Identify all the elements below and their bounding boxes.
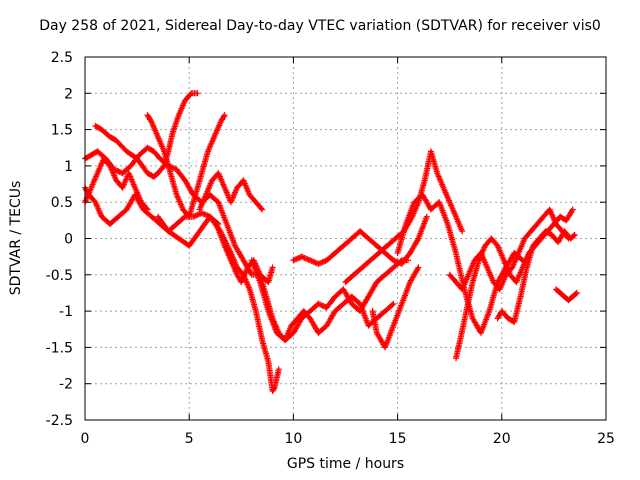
y-tick-label: -1.5 (46, 340, 73, 356)
series-markers (154, 213, 282, 394)
series-track-6 (154, 213, 282, 394)
series-track-15 (446, 206, 572, 293)
series-markers (144, 112, 228, 220)
series-markers (553, 286, 580, 304)
y-tick-label: -2.5 (46, 413, 73, 429)
series-track-9 (248, 257, 411, 344)
series-markers (446, 206, 572, 293)
y-tick-label: 2 (64, 86, 73, 102)
series-track-14 (453, 206, 576, 362)
y-tick-label: -0.5 (46, 268, 73, 284)
series-track-10 (290, 213, 430, 267)
series-track-13 (369, 264, 422, 351)
x-tick-label: 20 (493, 431, 511, 447)
axis-ticks: 2.5 2 1.5 1 0.5 0 -0.5 -1 -1.5 -2 -2.5 0 5 10 15 20 25 (46, 50, 615, 447)
x-axis-label: GPS time / hours (286, 456, 405, 472)
grid-lines (85, 57, 606, 420)
series-markers (248, 257, 411, 344)
series-markers (369, 264, 422, 351)
x-tick-label: 25 (597, 431, 615, 447)
series-markers (453, 206, 576, 362)
x-tick-label: 5 (185, 431, 194, 447)
y-tick-label: 1 (64, 159, 73, 175)
x-tick-label: 15 (389, 431, 407, 447)
y-tick-label: 0.5 (51, 195, 73, 211)
y-tick-label: -1 (59, 304, 73, 320)
y-tick-label: 0 (64, 232, 73, 248)
y-tick-label: 1.5 (51, 123, 73, 139)
data-points (82, 90, 580, 394)
series-track-4 (144, 112, 228, 220)
x-tick-label: 10 (284, 431, 302, 447)
y-tick-label: 2.5 (51, 50, 73, 66)
series-markers (196, 170, 266, 213)
series-track-7 (196, 170, 266, 213)
series-markers (494, 228, 578, 325)
series-track-17 (553, 286, 580, 304)
series-track-16 (494, 228, 578, 325)
x-tick-label: 0 (81, 431, 90, 447)
chart-title: Day 258 of 2021, Sidereal Day-to-day VTE… (39, 18, 601, 34)
series-markers (290, 213, 430, 267)
y-tick-label: -2 (59, 377, 73, 393)
